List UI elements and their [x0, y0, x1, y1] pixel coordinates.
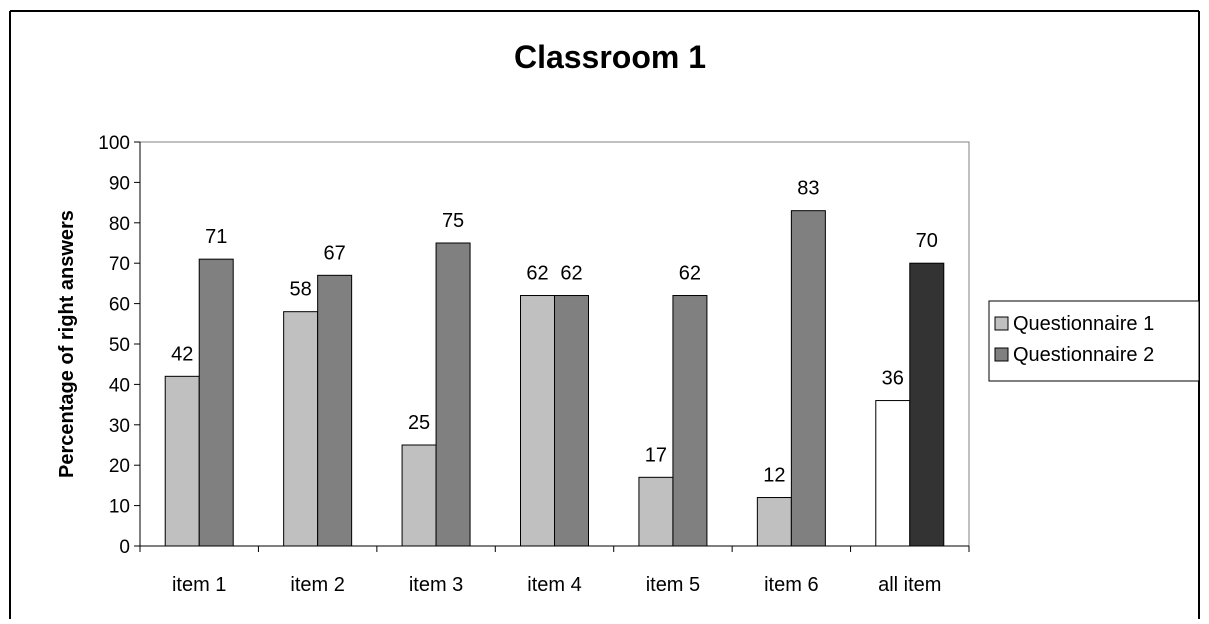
- data-label: 67: [324, 242, 346, 264]
- y-tick-label: 0: [119, 537, 130, 558]
- x-axis: item 1 item 2 item 3 item 4 item 5 item 6 all …: [139, 545, 970, 596]
- data-label: 17: [645, 444, 667, 466]
- bar-questionnaire-1: [638, 476, 674, 547]
- bar-questionnaire-2: [198, 258, 234, 547]
- y-tick-label: 20: [109, 456, 130, 477]
- data-label: 70: [916, 230, 938, 252]
- y-tick-label: 30: [109, 416, 130, 437]
- data-label: 75: [442, 210, 464, 232]
- data-label: 25: [408, 412, 430, 434]
- data-labels: 42 71 58 67 25 75 62 62 17 62 12 83 36 70: [171, 178, 938, 487]
- y-tick-label: 80: [109, 214, 130, 235]
- data-label: 62: [526, 263, 548, 285]
- y-tick-label: 10: [109, 497, 130, 518]
- x-category-label: item 2: [290, 574, 344, 596]
- bar-questionnaire-1: [283, 311, 319, 547]
- bar-questionnaire-1: [401, 444, 437, 547]
- y-axis: 0 10 20 30 40 50 60 70 80 90 100: [98, 133, 141, 558]
- data-label: 36: [882, 368, 904, 390]
- legend-swatch: [994, 316, 1009, 331]
- bar-questionnaire-2: [435, 242, 471, 547]
- y-tick-label: 60: [109, 295, 130, 316]
- bar-questionnaire-2: [672, 295, 708, 547]
- x-category-label: item 6: [764, 574, 818, 596]
- data-label: 71: [205, 226, 227, 248]
- data-label: 62: [679, 263, 701, 285]
- bar-questionnaire-2: [317, 274, 353, 547]
- data-label: 62: [560, 263, 582, 285]
- x-category-label: all item: [878, 574, 941, 596]
- data-label: 42: [171, 343, 193, 365]
- legend-label: Questionnaire 1: [1013, 313, 1154, 335]
- legend-label: Questionnaire 2: [1013, 344, 1154, 366]
- bar-questionnaire-2: [909, 262, 945, 547]
- x-category-label: item 1: [172, 574, 226, 596]
- data-label: 83: [797, 178, 819, 200]
- legend: Questionnaire 1 Questionnaire 2: [988, 300, 1200, 382]
- bar-questionnaire-2: [554, 295, 589, 547]
- bar-questionnaire-1: [756, 497, 792, 547]
- y-axis-label: Percentage of right answers: [56, 210, 78, 478]
- x-category-label: item 5: [646, 574, 700, 596]
- bar-questionnaire-1: [164, 375, 200, 547]
- legend-swatch: [994, 347, 1009, 362]
- x-category-label: item 4: [527, 574, 581, 596]
- legend-box: [988, 300, 1200, 382]
- y-tick-label: 40: [109, 375, 130, 396]
- chart-title: Classroom 1: [514, 39, 706, 75]
- bar-questionnaire-2: [790, 210, 826, 547]
- bar-questionnaire-1: [520, 295, 555, 547]
- y-tick-label: 100: [98, 133, 130, 154]
- data-label: 58: [290, 279, 312, 301]
- data-label: 12: [763, 465, 785, 487]
- bar-questionnaire-1: [875, 400, 911, 547]
- y-tick-label: 70: [109, 254, 130, 275]
- y-tick-label: 90: [109, 173, 130, 194]
- y-tick-label: 50: [109, 335, 130, 356]
- x-category-label: item 3: [409, 574, 463, 596]
- bars: [164, 210, 945, 547]
